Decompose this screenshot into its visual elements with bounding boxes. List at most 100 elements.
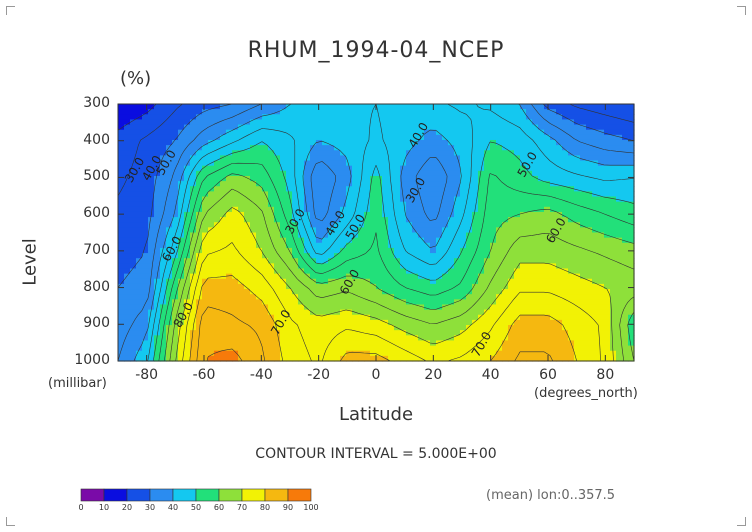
contour-cell: [538, 196, 545, 203]
contour-cell: [460, 217, 467, 223]
contour-cell: [280, 325, 287, 331]
contour-cell: [406, 217, 413, 223]
contour-cell: [418, 150, 425, 156]
colorbar-tick-label: 40: [167, 503, 179, 512]
contour-cell: [382, 350, 389, 357]
contour-cell: [262, 206, 269, 213]
contour-cell: [370, 319, 377, 326]
contour-cell: [454, 278, 461, 285]
contour-cell: [136, 335, 143, 342]
contour-cell: [268, 299, 275, 306]
contour-cell: [196, 145, 203, 151]
contour-cell: [442, 242, 449, 249]
contour-cell: [388, 186, 395, 192]
contour-cell: [232, 217, 239, 223]
contour-cell: [514, 278, 521, 285]
contour-cell: [154, 175, 161, 182]
contour-cell: [346, 289, 353, 295]
contour-cell: [148, 242, 155, 249]
contour-cell: [118, 340, 125, 347]
contour-cell: [190, 340, 197, 347]
contour-cell: [382, 145, 389, 151]
contour-cell: [628, 119, 635, 126]
contour-cell: [166, 119, 173, 126]
contour-cell: [448, 299, 455, 306]
contour-cell: [226, 355, 233, 362]
contour-cell: [490, 268, 497, 275]
contour-cell: [430, 299, 437, 306]
contour-cell: [628, 211, 635, 218]
contour-cell: [418, 181, 425, 187]
contour-cell: [544, 119, 551, 126]
contour-cell: [280, 104, 287, 110]
contour-cell: [574, 175, 581, 182]
contour-cell: [406, 237, 413, 244]
contour-cell: [304, 175, 311, 182]
contour-cell: [214, 134, 221, 141]
contour-cell: [394, 211, 401, 218]
contour-cell: [292, 237, 299, 244]
contour-cell: [592, 247, 599, 254]
contour-cell: [292, 119, 299, 126]
contour-cell: [496, 227, 503, 234]
contour-cell: [286, 160, 293, 167]
contour-cell: [184, 263, 191, 270]
contour-cell: [490, 278, 497, 285]
contour-cell: [382, 114, 389, 121]
contour-cell: [478, 191, 485, 198]
contour-cell: [382, 335, 389, 342]
contour-cell: [172, 330, 179, 336]
contour-cell: [538, 145, 545, 151]
contour-cell: [538, 201, 545, 208]
contour-cell: [376, 283, 383, 290]
contour-cell: [190, 309, 197, 316]
contour-cell: [586, 134, 593, 141]
contour-cell: [340, 247, 347, 254]
contour-cell: [388, 211, 395, 218]
contour-cell: [148, 165, 155, 172]
contour-cell: [328, 345, 335, 352]
contour-cell: [532, 109, 539, 115]
contour-cell: [574, 227, 581, 234]
contour-cell: [502, 242, 509, 249]
contour-cell: [622, 253, 629, 259]
contour-cell: [616, 222, 623, 228]
contour-cell: [256, 196, 263, 203]
contour-cell: [490, 104, 497, 110]
contour-cell: [508, 247, 515, 254]
contour-cell: [628, 217, 635, 223]
contour-cell: [136, 294, 143, 300]
contour-cell: [388, 114, 395, 121]
contour-cell: [298, 232, 305, 239]
contour-cell: [406, 309, 413, 316]
contour-cell: [550, 109, 557, 115]
contour-cell: [562, 109, 569, 115]
contour-cell: [616, 109, 623, 115]
contour-cell: [166, 181, 173, 187]
contour-cell: [358, 309, 365, 316]
contour-cell: [364, 273, 371, 280]
contour-cell: [244, 299, 251, 306]
contour-cell: [196, 345, 203, 352]
contour-cell: [196, 160, 203, 167]
contour-cell: [508, 340, 515, 347]
contour-cell: [274, 227, 281, 234]
contour-cell: [448, 278, 455, 285]
contour-cell: [502, 227, 509, 234]
contour-cell: [160, 170, 167, 177]
contour-cell: [130, 289, 137, 295]
contour-cell: [172, 104, 179, 110]
contour-cell: [520, 350, 527, 357]
contour-cell: [394, 299, 401, 306]
contour-cell: [550, 268, 557, 275]
contour-cell: [556, 289, 563, 295]
contour-cell: [202, 350, 209, 357]
contour-cell: [472, 129, 479, 136]
contour-cell: [160, 139, 167, 146]
contour-cell: [520, 186, 527, 192]
contour-cell: [358, 355, 365, 362]
contour-cell: [298, 283, 305, 290]
contour-cell: [442, 258, 449, 264]
contour-cell: [358, 134, 365, 141]
contour-cell: [148, 299, 155, 306]
